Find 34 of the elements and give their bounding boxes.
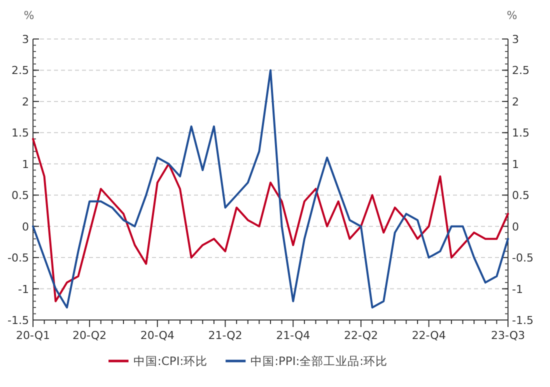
- y-tick-label: 1.5: [12, 126, 29, 140]
- y2-tick-label: 0.5: [512, 189, 530, 202]
- y2-axis-title: %: [506, 9, 518, 22]
- y-axis-title: %: [24, 9, 34, 22]
- y-tick-label: 3: [22, 33, 29, 46]
- y-tick-label: -0.5: [8, 252, 29, 265]
- x-tick-label: 21-Q4: [276, 329, 310, 342]
- x-tick-label: 23-Q3: [490, 329, 526, 342]
- legend-label: 中国:PPI:全部工业品:环比: [250, 354, 388, 368]
- line-series: [32, 69, 509, 309]
- y2-tick-label: -0.5: [512, 252, 534, 265]
- y2-tick-label: 0: [512, 220, 519, 234]
- x-tick-label: 22-Q4: [412, 329, 446, 342]
- x-tick-label: 20-Q1: [16, 329, 50, 342]
- y2-tick-label: 1: [512, 158, 519, 171]
- y2-tick-label: 2.5: [512, 64, 530, 78]
- line-series: [32, 138, 509, 302]
- y2-tick-label: 2: [512, 95, 519, 108]
- x-tick-label: 22-Q2: [344, 329, 378, 342]
- y-tick-label: 2: [22, 95, 29, 108]
- y-tick-label: -1.5: [8, 314, 29, 327]
- y2-tick-label: 3: [512, 33, 519, 46]
- y-tick-label: 0: [22, 220, 29, 234]
- x-tick-label: 20-Q4: [140, 329, 174, 342]
- y-tick-label: -1: [18, 282, 29, 296]
- y-tick-label: 1: [22, 158, 29, 171]
- y-tick-label: 0.5: [12, 189, 29, 202]
- x-tick-label: 20-Q2: [72, 329, 107, 342]
- y2-tick-label: 1.5: [512, 126, 530, 140]
- legend-label: 中国:CPI:环比: [134, 354, 208, 368]
- y2-tick-label: -1.5: [512, 314, 534, 327]
- y-tick-label: 2.5: [12, 64, 29, 78]
- y2-tick-label: -1: [512, 282, 523, 296]
- x-tick-label: 21-Q2: [208, 329, 242, 342]
